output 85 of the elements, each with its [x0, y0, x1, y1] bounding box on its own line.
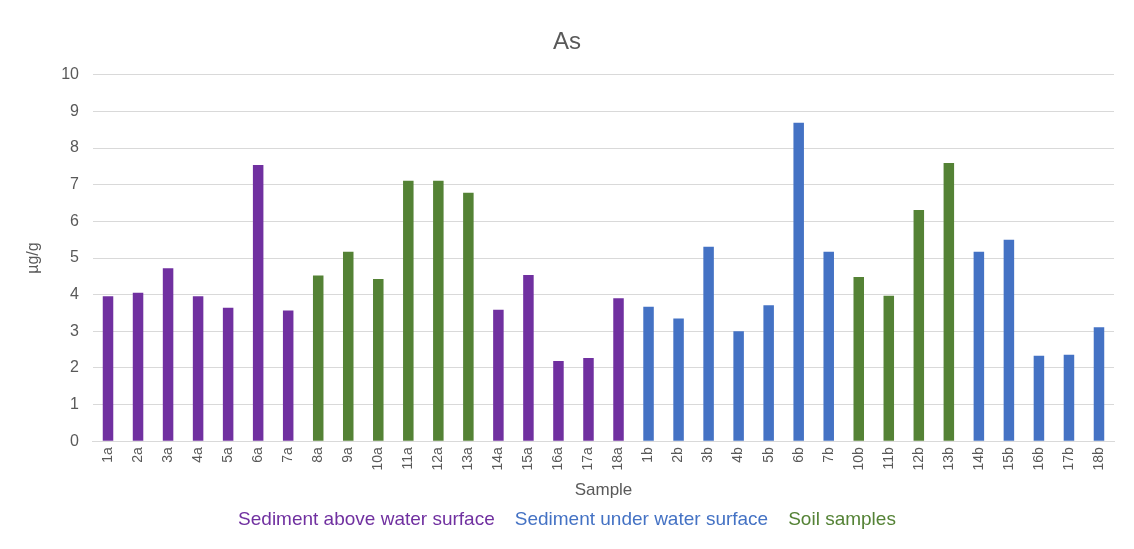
x-tick-label: 14b — [969, 447, 986, 471]
x-tick-label: 6b — [789, 447, 806, 463]
x-tick-label: 15b — [999, 447, 1016, 471]
bar — [613, 298, 624, 441]
bar — [1093, 327, 1105, 441]
y-tick-label: 6 — [70, 211, 80, 229]
bar — [853, 277, 864, 441]
x-tick-label: 17a — [579, 447, 596, 471]
bar — [823, 251, 834, 441]
bar — [493, 309, 504, 441]
bar — [373, 278, 384, 441]
x-tick-label: 11a — [399, 447, 416, 470]
bar — [883, 295, 895, 441]
bar — [733, 331, 744, 441]
x-tick-label: 10a — [369, 447, 386, 471]
x-tick-label: 16b — [1029, 447, 1046, 471]
bar — [1033, 355, 1045, 441]
bar — [763, 305, 774, 441]
bar — [463, 192, 474, 441]
x-tick-label: 13b — [939, 447, 956, 471]
bar — [793, 122, 804, 441]
bar — [553, 360, 564, 441]
bar — [252, 164, 264, 441]
y-tick-label: 9 — [70, 101, 80, 119]
x-tick-label: 3b — [699, 447, 716, 463]
y-tick-label: 8 — [70, 138, 80, 156]
y-tick-label: 5 — [70, 248, 80, 266]
x-tick-label: 11b — [879, 447, 896, 470]
bar — [192, 296, 204, 441]
y-axis-title: µg/g — [24, 242, 42, 274]
bar — [403, 180, 414, 441]
bar — [1003, 239, 1015, 441]
x-tick-label: 9a — [339, 447, 356, 463]
text: Sediment above water surface — [238, 508, 495, 529]
bar — [222, 307, 234, 441]
x-tick-label: 18b — [1089, 447, 1106, 471]
bar — [282, 310, 294, 441]
x-tick-label: 14a — [489, 447, 506, 471]
x-axis-title: Sample — [574, 480, 633, 500]
y-tick-label: 10 — [61, 65, 80, 83]
x-tick-label: 5b — [759, 447, 776, 463]
x-tick-label: 10b — [849, 447, 866, 471]
x-tick-label: 1a — [98, 447, 115, 463]
bar — [162, 268, 174, 441]
bar — [943, 163, 955, 441]
x-tick-label: 16a — [549, 447, 566, 471]
bar — [102, 296, 114, 441]
y-tick-label: 2 — [70, 358, 80, 376]
bar — [523, 274, 534, 441]
bar — [703, 246, 714, 441]
x-tick-label: 12a — [429, 447, 446, 471]
bar — [132, 292, 144, 441]
x-tick-label: 15a — [519, 447, 536, 471]
bar — [342, 251, 354, 441]
y-tick-label: 1 — [70, 395, 80, 412]
y-tick-label: 3 — [70, 321, 80, 339]
bar — [673, 318, 684, 441]
x-tick-label: 1b — [639, 447, 656, 463]
x-tick-label: 3a — [158, 447, 175, 463]
bar — [973, 251, 985, 441]
x-tick-label: 6a — [249, 447, 266, 463]
chart-title: As — [552, 27, 582, 55]
x-tick-label: 4a — [188, 447, 205, 463]
bar — [1063, 354, 1075, 441]
x-tick-label: 13a — [459, 447, 476, 471]
x-tick-label: 2b — [669, 447, 686, 463]
y-tick-label: 0 — [70, 431, 80, 449]
x-tick-label: 7a — [279, 447, 296, 463]
x-tick-label: 2a — [128, 447, 145, 463]
bar — [643, 306, 654, 441]
y-tick-label: 4 — [70, 285, 80, 303]
x-tick-label: 18a — [609, 447, 626, 471]
bar — [312, 275, 324, 441]
bar — [913, 210, 925, 441]
y-tick-label: 7 — [70, 175, 80, 193]
x-tick-label: 4b — [729, 447, 746, 463]
x-tick-label: 8a — [309, 447, 326, 463]
x-tick-label: 5a — [218, 447, 235, 463]
text: Soil samples — [788, 508, 896, 529]
x-tick-label: 12b — [909, 447, 926, 471]
bar — [583, 358, 594, 441]
x-tick-label: 17b — [1059, 447, 1076, 471]
bar — [433, 180, 444, 441]
x-tick-label: 7b — [819, 447, 836, 463]
text: Sediment under water surface — [514, 508, 769, 529]
